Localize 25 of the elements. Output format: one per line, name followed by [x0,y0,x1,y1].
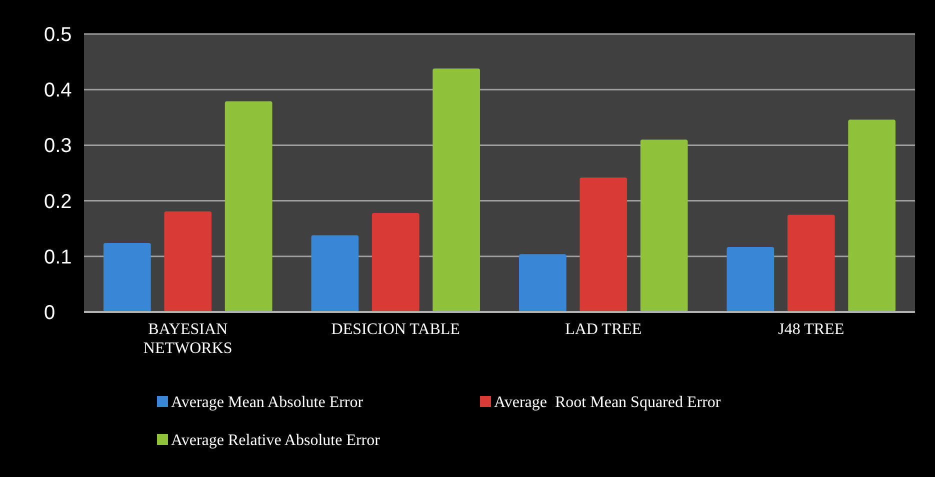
y-tick-label: 0.1 [44,246,72,268]
legend-label: Average Root Mean Squared Error [494,394,722,411]
bar [432,68,480,312]
bar [787,214,835,312]
y-tick-label: 0.2 [44,190,72,213]
x-tick-label: BAYESIAN NETWORKS [143,321,232,357]
bar [848,120,896,312]
x-tick-label: DESICION TABLE [331,321,460,338]
legend-label: Average Mean Absolute Error [171,394,364,411]
bar [580,177,628,312]
x-tick-label: J48 TREE [778,321,844,338]
bar [224,101,272,312]
bar [164,211,212,312]
bar [103,243,151,312]
legend-label: Average Relative Absolute Error [171,432,381,449]
bar [518,254,566,312]
y-tick-label: 0.4 [44,80,72,102]
x-tick-label: LAD TREE [565,321,642,338]
bar [640,140,688,312]
bar [372,213,420,312]
y-tick-label: 0.3 [44,135,72,158]
bar [311,235,359,312]
y-tick-label: 0 [44,302,56,324]
y-tick-label: 0.5 [44,24,72,46]
bar [726,246,774,312]
